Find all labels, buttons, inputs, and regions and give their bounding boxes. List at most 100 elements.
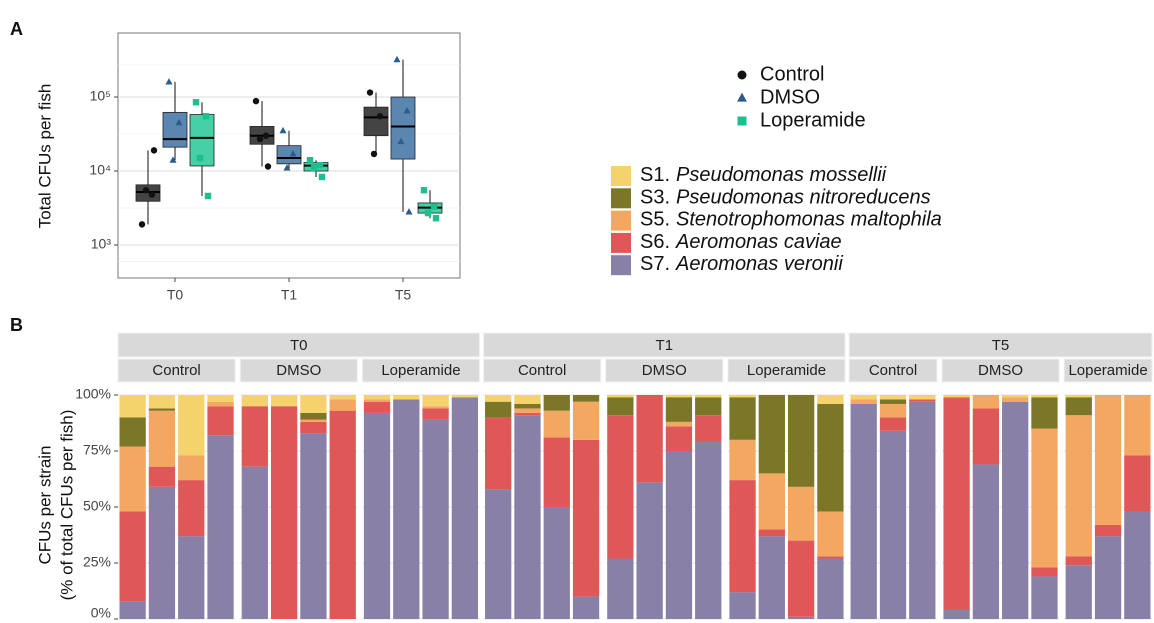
- bar-segment: [607, 397, 634, 416]
- data-point: [370, 150, 378, 158]
- bar-segment: [1124, 395, 1151, 456]
- bar-segment: [329, 410, 356, 619]
- bar-segment: [572, 439, 600, 597]
- bar-segment: [1065, 415, 1092, 557]
- bar-segment: [1124, 455, 1151, 512]
- bar-segment: [758, 473, 785, 530]
- bar-segment: [485, 417, 512, 490]
- bar-segment: [300, 421, 327, 434]
- bar-segment: [451, 395, 479, 398]
- bar-segment: [665, 421, 693, 427]
- bar-segment: [665, 451, 693, 619]
- y-axis-title: Total CFUs per fish: [35, 84, 54, 229]
- facet-strip: [1063, 358, 1153, 383]
- bar-segment: [607, 415, 634, 559]
- bar-segment: [1065, 397, 1092, 416]
- bar-segment: [422, 395, 449, 407]
- bar-segment: [787, 540, 815, 617]
- bar-segment: [148, 486, 176, 619]
- legend-marker: [737, 92, 747, 102]
- legend-label: S5. Stenotrophomonas maltophila: [640, 209, 942, 231]
- bar-segment: [695, 415, 722, 443]
- facet-strip: [848, 332, 1153, 358]
- bar-segment: [879, 417, 907, 431]
- bar-segment: [514, 395, 541, 404]
- bar-segment: [543, 410, 570, 438]
- bar-segment: [879, 403, 907, 418]
- bar-segment: [1002, 397, 1029, 402]
- facet-label: Control: [518, 362, 566, 379]
- data-point: [405, 208, 413, 215]
- y-tick-label: 75%: [83, 442, 111, 458]
- legend-swatch: [611, 188, 631, 209]
- data-point: [264, 163, 272, 170]
- data-point: [376, 113, 384, 120]
- data-point: [306, 156, 314, 164]
- bar-segment: [514, 403, 541, 409]
- bar-segment: [695, 395, 722, 398]
- bar-segment: [817, 558, 844, 619]
- y-axis-title: CFUs per strain: [35, 445, 54, 564]
- x-tick-label: T5: [395, 287, 412, 303]
- legend-code: S3.: [640, 187, 670, 209]
- bar-segment: [148, 410, 176, 467]
- bar-segment: [119, 417, 146, 447]
- bar-segment: [1031, 576, 1058, 619]
- bar-segment: [422, 408, 449, 420]
- data-point: [202, 113, 210, 120]
- bar-segment: [787, 486, 815, 541]
- bar-segment: [485, 401, 512, 418]
- facet-label: T5: [992, 337, 1010, 354]
- bar-segment: [1094, 536, 1122, 619]
- data-point: [150, 147, 158, 154]
- data-point: [256, 135, 264, 143]
- bar-segment: [787, 616, 815, 619]
- bar-segment: [1031, 397, 1058, 429]
- facet-strip: [605, 358, 724, 383]
- data-point: [289, 150, 297, 157]
- facet-strip: [483, 358, 602, 383]
- bar-segment: [178, 480, 205, 537]
- bar-segment: [514, 412, 541, 416]
- bar-segment: [850, 395, 877, 400]
- legend-species: Stenotrophomonas maltophila: [676, 209, 942, 231]
- bar-segment: [178, 395, 205, 456]
- bar-segment: [1031, 395, 1058, 398]
- bar-segment: [572, 401, 600, 440]
- bar-segment: [514, 408, 541, 413]
- data-point: [262, 132, 270, 139]
- y-tick-label: 100%: [75, 386, 111, 402]
- legend-species: Pseudomonas nitroreducens: [676, 187, 931, 209]
- bar-segment: [119, 601, 146, 619]
- bar-segment: [943, 395, 970, 398]
- legend-label: Control: [760, 63, 824, 85]
- bar-segment: [207, 401, 234, 407]
- panel-label: A: [10, 19, 23, 39]
- bar-segment: [422, 406, 449, 409]
- bar-segment: [1002, 401, 1029, 619]
- box: [276, 145, 302, 165]
- bar-segment: [665, 426, 693, 451]
- data-point: [432, 215, 440, 222]
- bar-segment: [1065, 556, 1092, 566]
- legend-code: S1.: [640, 164, 670, 186]
- legend-marker: [737, 70, 747, 80]
- bar-segment: [729, 397, 756, 440]
- bar-segment: [241, 466, 268, 619]
- legend-label: S3. Pseudomonas nitroreducens: [640, 187, 931, 209]
- data-point: [138, 221, 146, 228]
- bar-segment: [207, 435, 234, 619]
- bar-segment: [1094, 395, 1122, 525]
- bar-segment: [300, 419, 327, 422]
- bar-segment: [207, 395, 234, 402]
- bar-segment: [636, 482, 663, 619]
- bar-segment: [607, 395, 634, 398]
- bar-segment: [943, 397, 970, 611]
- bar-segment: [909, 401, 936, 619]
- bar-segment: [607, 558, 634, 619]
- legend-marker: [737, 116, 747, 126]
- bar-segment: [572, 596, 600, 619]
- bar-segment: [909, 395, 936, 400]
- data-point: [165, 78, 173, 85]
